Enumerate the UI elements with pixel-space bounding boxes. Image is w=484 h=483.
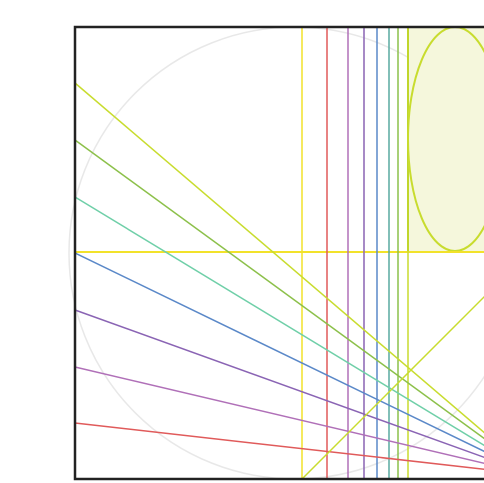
- diagonal-line-mint: [74, 196, 484, 447]
- diagonal-line-violet: [74, 309, 484, 459]
- square-frame: [73, 25, 484, 481]
- diagonal-line-lime: [74, 82, 484, 434]
- diagonal-line-red: [74, 422, 484, 470]
- diagonal-line-pink: [74, 366, 484, 465]
- diagonal-line-green: [74, 139, 484, 440]
- diagonal-line-blue: [74, 252, 484, 453]
- diagonal-45-line: [301, 295, 484, 480]
- diagonal-lines: [74, 82, 484, 470]
